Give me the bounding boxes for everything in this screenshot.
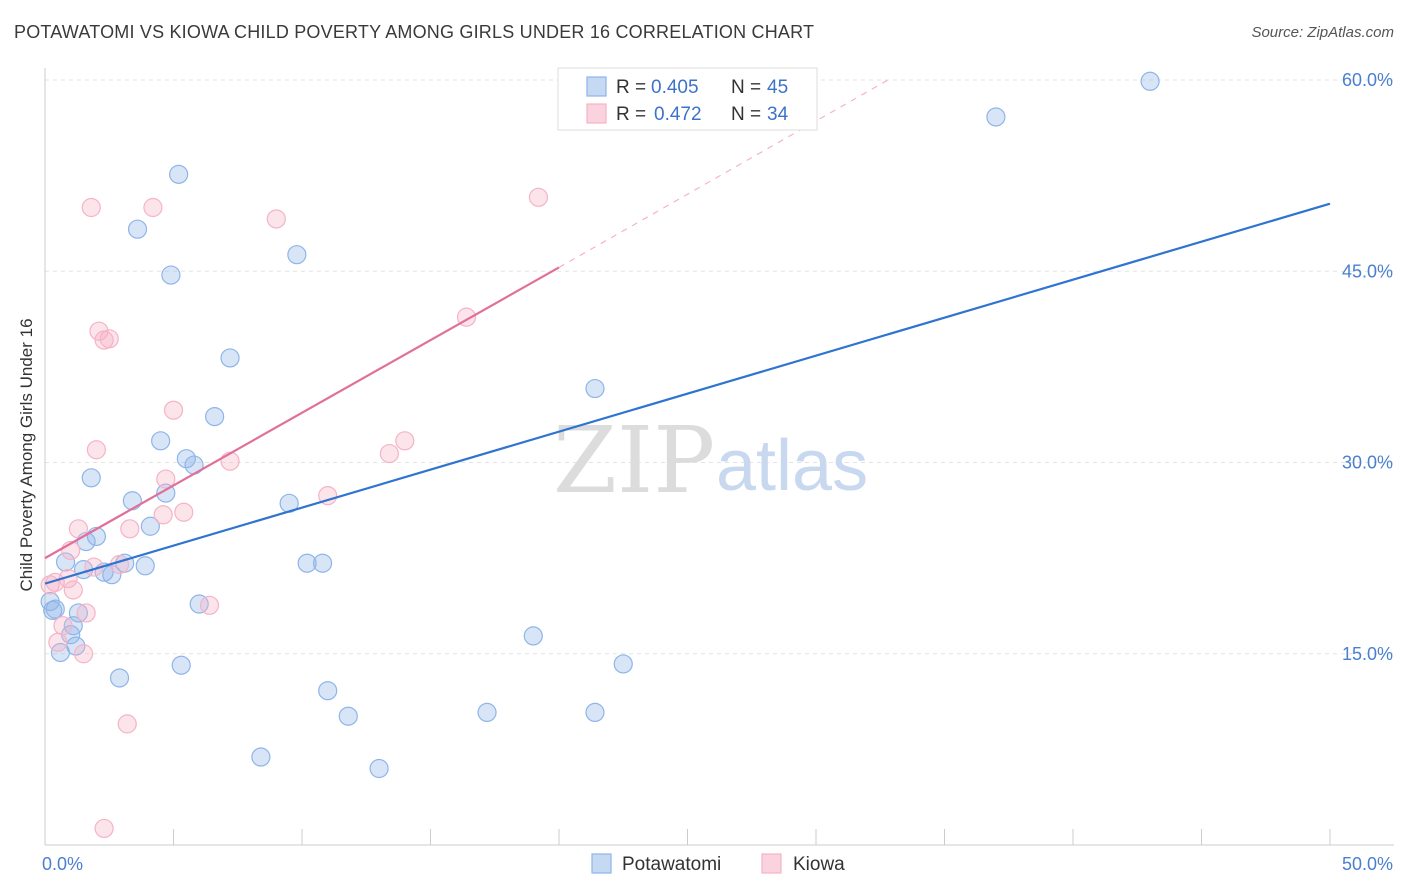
potawatomi-point xyxy=(220,348,240,368)
stats-r-label-1: R = xyxy=(616,77,646,98)
kiowa-trend-extension xyxy=(558,79,889,268)
kiowa-point xyxy=(266,209,286,229)
axes xyxy=(44,68,1394,846)
potawatomi-point xyxy=(68,603,89,623)
kiowa-point xyxy=(220,451,240,471)
y-axis-label: Child Poverty Among Girls Under 16 xyxy=(17,318,36,591)
kiowa-trend-line xyxy=(44,266,560,560)
potawatomi-point xyxy=(55,552,76,572)
legend-label-kiowa: Kiowa xyxy=(793,854,845,875)
potawatomi-point xyxy=(81,468,101,488)
potawatomi-point xyxy=(318,681,338,701)
potawatomi-point xyxy=(189,594,209,614)
chart-source: Source: ZipAtlas.com xyxy=(1251,24,1394,41)
potawatomi-point xyxy=(135,556,155,576)
potawatomi-point xyxy=(169,164,189,184)
potawatomi-point xyxy=(102,565,122,585)
tick-labels: 15.0% 30.0% 45.0% 60.0% 0.0% 50.0% xyxy=(42,70,1393,874)
kiowa-point xyxy=(99,329,119,349)
potawatomi-point xyxy=(140,516,160,536)
kiowa-point xyxy=(174,502,194,522)
legend-label-potawatomi: Potawatomi xyxy=(622,854,721,875)
potawatomi-point xyxy=(171,655,191,675)
potawatomi-point xyxy=(127,219,148,239)
potawatomi-point xyxy=(986,107,1006,127)
y-tick-label: 15.0% xyxy=(1342,644,1393,664)
y-tick-label: 30.0% xyxy=(1342,453,1393,473)
potawatomi-point xyxy=(63,616,83,636)
kiowa-point xyxy=(379,443,399,464)
kiowa-point xyxy=(528,187,549,207)
grid-lines xyxy=(45,79,1394,655)
kiowa-point xyxy=(156,469,176,489)
potawatomi-point xyxy=(585,702,605,723)
kiowa-point xyxy=(318,486,338,506)
potawatomi-point xyxy=(109,668,130,688)
stats-r-value-1: 0.405 xyxy=(651,77,699,98)
stats-swatch-kiowa xyxy=(586,103,607,124)
kiowa-point xyxy=(199,595,220,615)
potawatomi-point xyxy=(613,654,633,674)
series-legend: Potawatomi Kiowa xyxy=(591,853,845,875)
watermark-zip: ZIP xyxy=(553,407,715,514)
watermark-atlas: atlas xyxy=(716,426,868,506)
potawatomi-point xyxy=(45,599,65,619)
kiowa-point xyxy=(143,197,163,218)
kiowa-point xyxy=(86,440,107,460)
stats-n-value-2: 34 xyxy=(767,104,789,125)
potawatomi-point xyxy=(176,449,196,469)
legend-swatch-kiowa xyxy=(761,853,782,874)
potawatomi-point xyxy=(122,491,142,511)
y-tick-label: 60.0% xyxy=(1342,70,1393,90)
kiowa-point xyxy=(76,603,96,623)
potawatomi-point xyxy=(151,431,171,451)
stats-n-value-1: 45 xyxy=(767,77,788,98)
kiowa-point xyxy=(89,321,109,341)
chart-title: POTAWATOMI VS KIOWA CHILD POVERTY AMONG … xyxy=(14,22,815,42)
kiowa-point xyxy=(53,616,73,636)
x-tick-label: 0.0% xyxy=(42,854,83,874)
potawatomi-point xyxy=(205,407,225,427)
stats-legend: R = 0.405 N = 45 R = 0.472 N = 34 xyxy=(557,67,818,131)
kiowa-point xyxy=(81,197,101,218)
kiowa-point xyxy=(48,632,68,652)
potawatomi-point xyxy=(585,378,605,399)
potawatomi-trend-line xyxy=(44,202,1331,585)
stats-r-value-2: 0.472 xyxy=(654,104,702,125)
potawatomi-point xyxy=(251,747,271,767)
kiowa-point xyxy=(153,505,173,525)
potawatomi-point xyxy=(477,702,497,723)
potawatomi-point xyxy=(297,553,317,573)
trend-lines xyxy=(44,79,1331,585)
stats-n-label-2: N = xyxy=(731,104,761,125)
stats-n-label-1: N = xyxy=(731,77,761,98)
kiowa-point xyxy=(163,400,184,420)
potawatomi-point xyxy=(287,245,307,265)
kiowa-point xyxy=(120,519,140,539)
potawatomi-point xyxy=(312,553,333,573)
potawatomi-point xyxy=(66,636,86,656)
legend-swatch-potawatomi xyxy=(591,853,612,874)
kiowa-point xyxy=(395,431,415,451)
kiowa-point xyxy=(63,580,83,600)
kiowa-point xyxy=(94,818,114,839)
kiowa-point xyxy=(117,714,137,734)
potawatomi-point xyxy=(369,758,389,779)
stats-swatch-potawatomi xyxy=(586,76,607,97)
watermark: ZIP atlas xyxy=(553,407,868,514)
potawatomi-point xyxy=(161,265,181,285)
potawatomi-point xyxy=(1140,71,1160,91)
kiowa-point xyxy=(68,519,89,539)
potawatomi-point xyxy=(523,626,543,646)
potawatomi-point xyxy=(156,483,176,503)
y-tick-label: 45.0% xyxy=(1342,261,1393,281)
kiowa-point xyxy=(73,644,94,664)
data-points xyxy=(40,71,1160,839)
x-tick-label: 50.0% xyxy=(1342,854,1393,874)
potawatomi-point xyxy=(338,706,358,726)
stats-r-label-2: R = xyxy=(616,104,646,125)
